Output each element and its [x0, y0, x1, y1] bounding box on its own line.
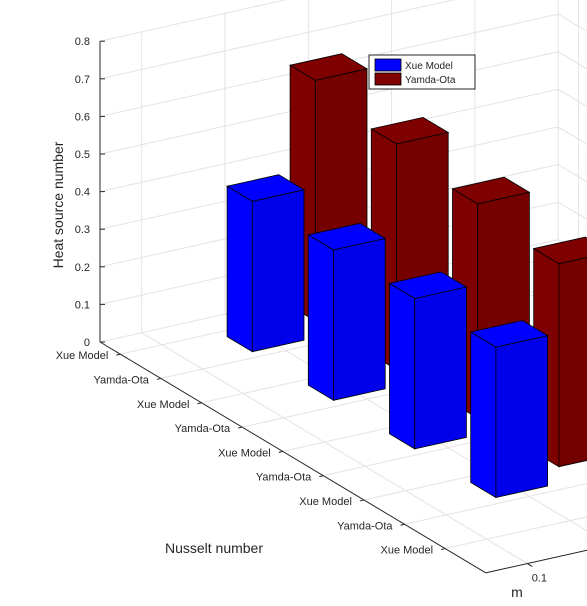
y-tick-mark: [527, 563, 533, 567]
x-tick-mark: [319, 475, 324, 478]
x-tick-label: Yamda-Ota: [175, 423, 231, 435]
bar-xue-model-side: [389, 282, 416, 450]
x-tick-label: Yamda-Ota: [256, 472, 312, 484]
bar-xue-model: [388, 271, 468, 450]
bar-xue-model: [307, 222, 387, 402]
y-tick-label: 0.1: [532, 573, 547, 585]
bars: [226, 53, 587, 499]
x-tick-mark: [400, 523, 405, 526]
bar-xue-model-top: [307, 222, 387, 251]
x-tick-mark: [440, 548, 446, 551]
bar-xue-model-side: [470, 331, 497, 499]
y-axis-label: m: [511, 584, 523, 600]
bar-xue-model: [469, 320, 549, 499]
bar-xue-model-side: [226, 185, 253, 353]
x-tick-mark: [237, 426, 243, 429]
bar-xue-model-front: [495, 335, 548, 498]
legend-swatch-yamda: [374, 72, 402, 86]
tick-labels: 0 0.1 0.2 0.3 0.4 0.5 0.6 0.7 0.8 Xue Model Yamda-…: [56, 36, 547, 585]
x-tick-label: Xue Model: [381, 545, 434, 557]
gridline-x: [404, 482, 587, 525]
z-tick-label: 0.5: [75, 149, 90, 161]
legend-swatch-xue: [374, 58, 402, 72]
x-tick-label: Xue Model: [56, 350, 109, 362]
bar-xue-model-top: [469, 320, 549, 348]
x-axis-label: Nusselt number: [165, 540, 263, 556]
x-tick-mark: [278, 450, 283, 453]
bar-xue-model-front: [251, 189, 305, 353]
x-tick-label: Yamda-Ota: [337, 520, 393, 532]
z-tick-label: 0.2: [75, 262, 90, 274]
x-tick-label: Yamda-Ota: [93, 374, 149, 386]
bar-xue-model-front: [333, 237, 386, 401]
x-tick-label: Xue Model: [218, 447, 271, 459]
z-tick-label: 0.8: [75, 36, 90, 48]
z-tick-label: 0: [84, 337, 90, 349]
x-tick-mark: [156, 377, 162, 380]
gridline-y: [141, 31, 528, 565]
bar-yamda-ota-top: [532, 236, 587, 265]
bar-xue-model-top: [226, 174, 306, 202]
bar-xue-model: [226, 174, 306, 353]
z-tick-label: 0.7: [75, 74, 90, 86]
bar-yamda-ota-top: [451, 176, 531, 205]
x-tick-label: Xue Model: [137, 399, 190, 411]
z-tick-label: 0.6: [75, 111, 90, 123]
legend-label-yamda: Yamda-Ota: [405, 75, 456, 86]
gridline-z: [99, 0, 287, 42]
bar-yamda-ota-front: [558, 257, 587, 468]
z-tick-label: 0.3: [75, 224, 90, 236]
gridline-y: [557, 0, 587, 258]
x-tick-mark: [359, 499, 365, 502]
z-tick-label: 0.4: [75, 187, 90, 199]
legend: Xue Model Yamda-Ota: [368, 54, 476, 90]
gridline-z: [99, 0, 456, 80]
x-axis-line: [99, 341, 486, 574]
x-tick-label: Xue Model: [299, 496, 352, 508]
x-tick-mark: [197, 402, 202, 405]
z-tick-label: 0.1: [75, 299, 90, 311]
bar-xue-model-front: [414, 286, 467, 450]
bar-xue-model-top: [388, 271, 468, 299]
legend-label-xue: Xue Model: [405, 61, 453, 72]
x-tick-mark: [116, 353, 121, 356]
bar-yamda-ota-top: [289, 53, 369, 81]
bar-xue-model-side: [307, 234, 334, 402]
y-axis-line: [485, 549, 587, 574]
z-axis-label: Heat source number: [50, 141, 66, 268]
bar-yamda-ota-top: [370, 116, 450, 145]
